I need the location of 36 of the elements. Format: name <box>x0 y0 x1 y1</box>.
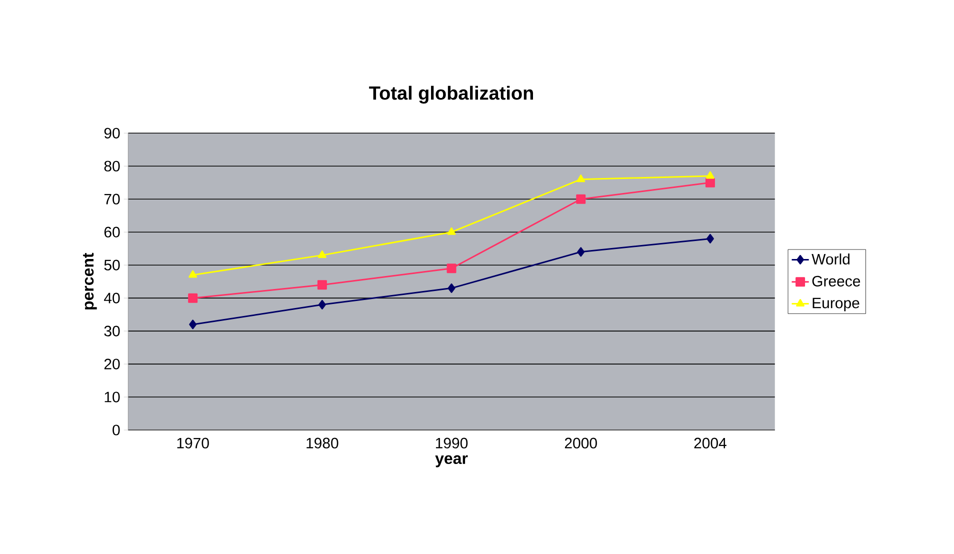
y-tick-label: 80 <box>104 160 120 172</box>
point <box>448 283 456 293</box>
y-tick-label: 60 <box>104 226 120 238</box>
chart-title: Total globalization <box>369 86 533 104</box>
y-tick-label: 50 <box>104 260 120 270</box>
point <box>447 227 456 235</box>
legend-label: World <box>812 253 850 264</box>
point <box>577 247 585 257</box>
point <box>705 178 715 188</box>
legend-label: Greece <box>812 276 860 286</box>
point <box>706 171 714 179</box>
point <box>318 300 326 310</box>
y-tick-label: 40 <box>104 292 120 304</box>
y-tick-label: 30 <box>104 326 120 336</box>
x-tick-label: 1970 <box>177 438 209 448</box>
point <box>706 234 714 244</box>
point <box>188 270 198 278</box>
y-tick-label: 90 <box>104 128 120 138</box>
y-tick-label: 0 <box>112 424 120 436</box>
y-axis-title: percent <box>83 252 97 310</box>
x-tick-label: 1990 <box>436 438 468 448</box>
point <box>576 174 586 182</box>
y-tick-label: 10 <box>104 392 120 402</box>
legend-label: Europe <box>812 298 860 312</box>
point <box>318 250 326 258</box>
point <box>317 280 327 290</box>
x-axis-title: year <box>435 455 468 468</box>
point <box>576 194 586 204</box>
x-tick-label: 1980 <box>306 438 338 448</box>
y-tick-label: 20 <box>104 358 120 370</box>
y-tick-label: 70 <box>104 194 120 204</box>
point <box>189 320 197 330</box>
x-tick-label: 2000 <box>564 438 597 448</box>
point <box>446 264 456 274</box>
x-tick-label: 2004 <box>694 438 726 448</box>
point <box>188 293 198 303</box>
